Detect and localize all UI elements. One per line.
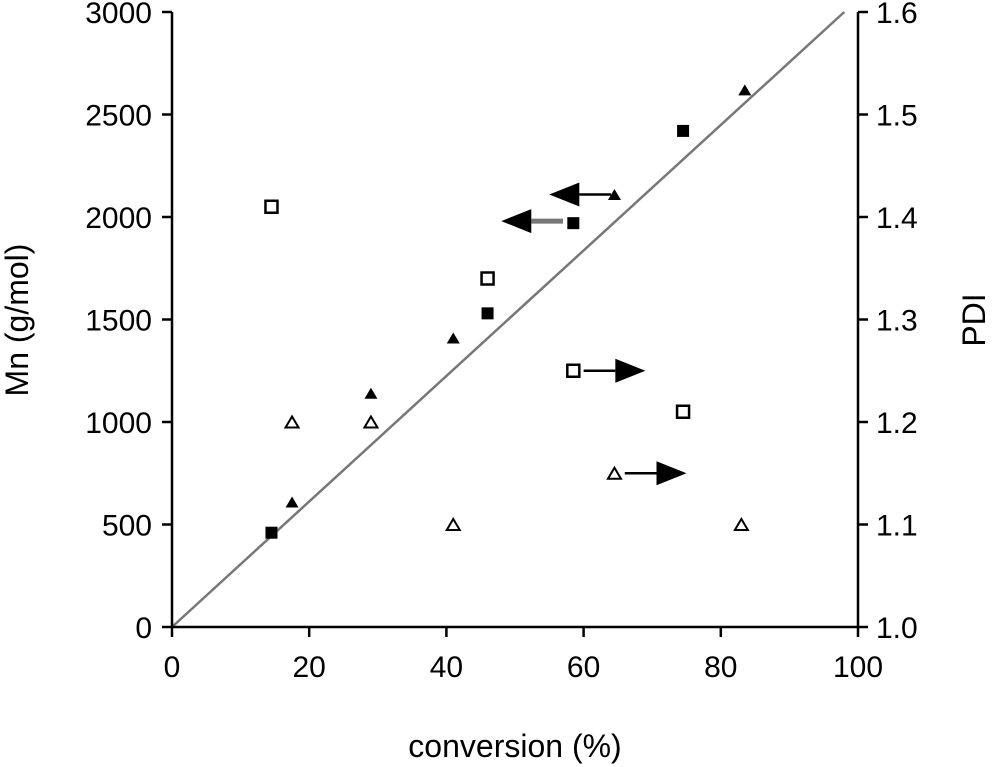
data-point-open-triangle — [362, 414, 380, 429]
y-left-tick-label: 2000 — [85, 202, 152, 235]
data-point-filled-triangle — [285, 496, 299, 508]
data-point-open-square — [675, 404, 691, 419]
y-left-tick-label: 3000 — [85, 0, 152, 30]
annotation-arrow — [624, 461, 687, 486]
data-point-open-square — [566, 363, 581, 378]
y-right-tick-label: 1.1 — [876, 510, 918, 543]
data-point-open-triangle — [606, 465, 623, 480]
data-point-filled-triangle — [738, 84, 752, 96]
x-tick-label: 100 — [833, 651, 883, 684]
data-point-filled-square — [677, 124, 690, 137]
x-axis-title: conversion (%) — [408, 728, 621, 764]
data-point-filled-square — [567, 217, 580, 230]
x-tick-label: 40 — [430, 651, 463, 684]
y-left-tick-label: 0 — [135, 612, 152, 645]
data-point-filled-triangle — [446, 332, 460, 344]
y-left-tick-label: 1000 — [85, 407, 152, 440]
y-left-tick-label: 2500 — [85, 100, 152, 133]
y-left-tick-label: 1500 — [85, 305, 152, 338]
data-point-filled-square — [265, 526, 278, 539]
reference-line — [171, 11, 846, 628]
y-right-tick-label: 1.2 — [876, 407, 918, 440]
y-axis-left-title: Mn (g/mol) — [0, 244, 35, 397]
data-point-filled-square — [481, 307, 494, 320]
y-right-tick-label: 1.4 — [876, 202, 918, 235]
y-right-tick-label: 1.6 — [876, 0, 918, 30]
y-axis-right-title: PDI — [956, 293, 992, 346]
y-right-tick-label: 1.0 — [876, 612, 918, 645]
y-right-tick-label: 1.5 — [876, 100, 918, 133]
annotation-arrow — [501, 209, 564, 234]
y-left-tick-label: 500 — [102, 510, 152, 543]
data-point-filled-triangle — [364, 387, 378, 399]
x-tick-label: 60 — [567, 651, 600, 684]
annotation-arrow — [549, 182, 612, 207]
x-tick-label: 0 — [164, 651, 181, 684]
data-point-open-triangle — [445, 517, 462, 531]
data-point-filled-triangle — [607, 188, 621, 200]
x-tick-label: 80 — [704, 651, 737, 684]
x-tick-label: 20 — [293, 651, 326, 684]
annotation-arrow — [583, 358, 646, 383]
data-point-open-triangle — [733, 517, 750, 531]
data-point-open-square — [480, 271, 495, 286]
data-point-open-square — [264, 199, 279, 214]
data-point-open-triangle — [283, 414, 301, 429]
y-right-tick-label: 1.3 — [876, 305, 918, 338]
